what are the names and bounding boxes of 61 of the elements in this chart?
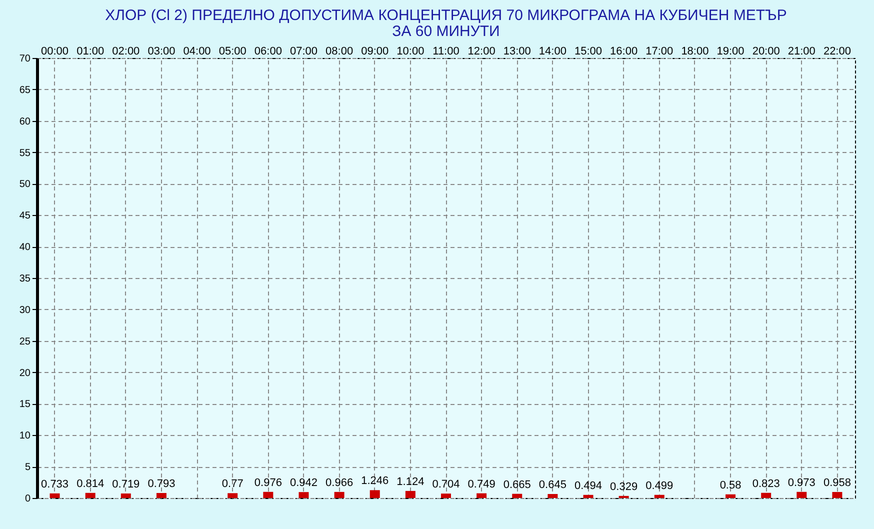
data-label: 0.58 [720, 479, 742, 492]
x-tick-label: 12:00 [468, 46, 496, 58]
x-tick-label: 14:00 [538, 46, 566, 58]
data-label: 0.814 [76, 478, 104, 490]
data-label: 0.704 [432, 478, 460, 491]
data-label: 0.665 [503, 478, 531, 491]
data-label: 0.494 [574, 480, 602, 492]
x-tick-label: 00:00 [41, 46, 69, 58]
data-label: 0.823 [752, 478, 780, 490]
x-tick-label: 19:00 [716, 46, 744, 58]
x-tick-label: 06:00 [254, 46, 282, 58]
data-label: 0.958 [823, 476, 851, 489]
x-tick-label: 11:00 [432, 46, 460, 58]
x-tick-label: 13:00 [503, 46, 531, 58]
x-tick-label: 18:00 [681, 46, 709, 58]
x-tick-label: 10:00 [396, 46, 424, 58]
x-tick-label: 02:00 [112, 46, 140, 58]
x-tick-label: 16:00 [610, 46, 638, 58]
y-tick-label: 10 [19, 430, 31, 442]
x-tick-label: 05:00 [218, 46, 246, 58]
x-tick-label: 15:00 [574, 46, 602, 58]
data-label: 0.966 [326, 476, 354, 489]
x-tick-label: 20:00 [752, 46, 780, 58]
chart-title: ХЛОР (Cl 2) ПРЕДЕЛНО ДОПУСТИМА КОНЦЕНТРАЦИЯ 70 МИКРОГРАМА НА КУБИЧЕН МЕТЪР [105, 7, 787, 24]
data-label: 0.77 [222, 478, 244, 490]
x-tick-label: 09:00 [361, 46, 389, 58]
y-tick-label: 25 [19, 336, 31, 348]
data-label: 0.645 [538, 478, 566, 491]
x-tick-label: 21:00 [788, 46, 816, 58]
y-tick-label: 35 [19, 274, 31, 284]
x-tick-label: 03:00 [148, 46, 176, 58]
y-tick-label: 50 [19, 179, 31, 190]
y-tick-label: 40 [19, 242, 31, 254]
y-tick-label: 70 [19, 54, 31, 64]
data-label: 0.719 [112, 478, 140, 490]
data-label: 0.976 [254, 476, 282, 489]
x-tick-label: 01:00 [76, 46, 104, 58]
y-tick-label: 60 [19, 116, 31, 128]
data-label: 1.124 [396, 476, 424, 488]
x-tick-label: 07:00 [290, 46, 318, 58]
y-tick-label: 65 [19, 84, 31, 96]
y-tick-label: 55 [19, 148, 31, 159]
x-tick-label: 17:00 [646, 46, 674, 58]
x-tick-label: 22:00 [823, 46, 851, 58]
y-tick-label: 20 [19, 368, 31, 379]
data-label: 0.793 [148, 478, 176, 490]
data-label: 0.329 [610, 480, 638, 493]
y-tick-label: 5 [24, 462, 31, 474]
y-tick-label: 0 [24, 494, 31, 504]
data-label: 0.749 [468, 478, 496, 490]
chart-subtitle: ЗА 60 МИНУТИ [392, 23, 500, 40]
data-label: 0.942 [290, 477, 318, 490]
x-tick-label: 04:00 [183, 46, 211, 58]
x-tick-label: 08:00 [326, 46, 354, 58]
y-tick-label: 30 [19, 304, 31, 316]
y-tick-label: 15 [19, 399, 31, 410]
data-label: 0.499 [646, 480, 674, 492]
data-label: 0.733 [41, 478, 69, 490]
data-label: 1.246 [361, 475, 389, 488]
data-label: 0.973 [788, 476, 816, 489]
y-tick-label: 45 [19, 210, 31, 222]
